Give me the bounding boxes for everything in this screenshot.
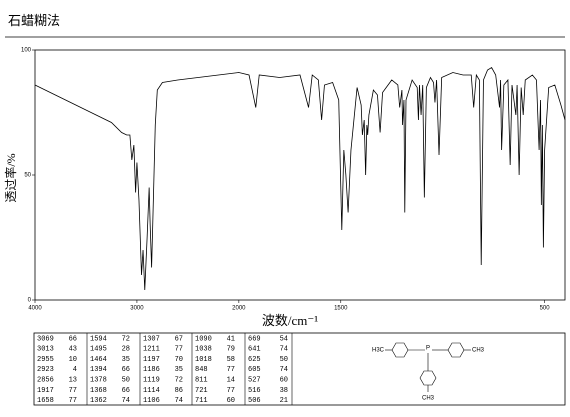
peak-transmittance: 66 (122, 387, 130, 395)
peak-wavenumber: 1106 (143, 397, 160, 405)
x-tick-label: 4000 (28, 306, 42, 312)
peak-transmittance: 77 (227, 387, 235, 395)
x-tick-label: 1500 (334, 306, 348, 312)
peak-wavenumber: 1464 (90, 356, 107, 364)
peak-transmittance: 86 (175, 387, 183, 395)
peak-transmittance: 41 (227, 335, 235, 343)
x-tick-label: 3000 (130, 306, 144, 312)
peak-transmittance: 74 (122, 397, 130, 405)
peak-wavenumber: 1211 (143, 346, 160, 354)
peak-wavenumber: 1495 (90, 346, 107, 354)
peak-transmittance: 35 (122, 356, 130, 364)
peak-wavenumber: 2856 (37, 377, 54, 385)
peak-table-frame (33, 332, 566, 406)
peak-wavenumber: 625 (248, 356, 261, 364)
peak-wavenumber: 1594 (90, 335, 107, 343)
peak-wavenumber: 2923 (37, 366, 54, 374)
structure-label: P (426, 346, 430, 352)
peak-wavenumber: 1362 (90, 397, 107, 405)
peak-transmittance: 54 (280, 335, 288, 343)
peak-transmittance: 67 (175, 335, 183, 343)
peak-wavenumber: 721 (195, 387, 208, 395)
peak-transmittance: 77 (69, 397, 77, 405)
chart-title: 石蜡糊法 (8, 13, 60, 28)
peak-transmittance: 79 (227, 346, 235, 354)
peak-wavenumber: 711 (195, 397, 208, 405)
peak-wavenumber: 1186 (143, 366, 160, 374)
y-tick-label: 100 (21, 48, 32, 54)
plot-frame (34, 49, 566, 301)
peak-transmittance: 72 (175, 377, 183, 385)
peak-wavenumber: 1658 (37, 397, 54, 405)
peak-transmittance: 74 (280, 346, 288, 354)
peak-transmittance: 50 (280, 356, 288, 364)
spectrum-line (34, 66, 566, 291)
peak-transmittance: 72 (122, 335, 130, 343)
peak-transmittance: 43 (69, 346, 77, 354)
peak-transmittance: 38 (280, 387, 288, 395)
peak-transmittance: 58 (227, 356, 235, 364)
y-axis-label: 透过率/% (3, 153, 18, 202)
peak-wavenumber: 1307 (143, 335, 160, 343)
peak-wavenumber: 527 (248, 377, 261, 385)
peak-transmittance: 21 (280, 397, 288, 405)
peak-transmittance: 14 (227, 377, 235, 385)
peak-transmittance: 66 (122, 366, 130, 374)
peak-transmittance: 13 (69, 377, 77, 385)
peak-wavenumber: 1090 (195, 335, 212, 343)
peak-wavenumber: 1917 (37, 387, 54, 395)
peak-wavenumber: 1038 (195, 346, 212, 354)
peak-transmittance: 4 (73, 366, 77, 374)
peak-wavenumber: 848 (195, 366, 208, 374)
peak-transmittance: 77 (175, 346, 183, 354)
structure-label: CH3 (472, 348, 485, 354)
structure (385, 342, 471, 392)
structure-label: CH3 (422, 396, 435, 402)
peak-wavenumber: 1114 (143, 387, 160, 395)
peak-wavenumber: 1394 (90, 366, 107, 374)
peak-transmittance: 66 (69, 335, 77, 343)
peak-transmittance: 77 (227, 366, 235, 374)
peak-transmittance: 74 (175, 397, 183, 405)
peak-wavenumber: 2955 (37, 356, 54, 364)
peak-wavenumber: 1018 (195, 356, 212, 364)
peak-wavenumber: 811 (195, 377, 208, 385)
peak-transmittance: 77 (69, 387, 77, 395)
structure-label: H3C (372, 348, 385, 354)
x-tick-label: 2000 (232, 306, 246, 312)
peak-transmittance: 74 (280, 366, 288, 374)
peak-transmittance: 35 (175, 366, 183, 374)
peak-transmittance: 50 (122, 377, 130, 385)
peak-wavenumber: 1368 (90, 387, 107, 395)
peak-wavenumber: 516 (248, 387, 261, 395)
peak-wavenumber: 641 (248, 346, 261, 354)
peak-wavenumber: 1119 (143, 377, 160, 385)
peak-transmittance: 60 (280, 377, 288, 385)
peak-wavenumber: 3069 (37, 335, 54, 343)
y-tick-label: 0 (28, 298, 32, 304)
peak-wavenumber: 669 (248, 335, 261, 343)
peak-wavenumber: 506 (248, 397, 261, 405)
x-axis-label: 波数/cm⁻¹ (262, 313, 318, 328)
peak-wavenumber: 1197 (143, 356, 160, 364)
peak-wavenumber: 3013 (37, 346, 54, 354)
peak-transmittance: 70 (175, 356, 183, 364)
x-tick-label: 500 (540, 306, 551, 312)
y-tick-label: 50 (24, 173, 31, 179)
peak-wavenumber: 1378 (90, 377, 107, 385)
peak-wavenumber: 605 (248, 366, 261, 374)
peak-transmittance: 60 (227, 397, 235, 405)
peak-transmittance: 10 (69, 356, 77, 364)
peak-transmittance: 28 (122, 346, 130, 354)
